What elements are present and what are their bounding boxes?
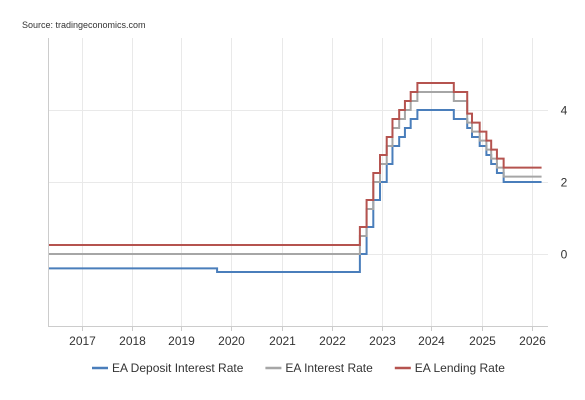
source-label: Source: tradingeconomics.com (22, 20, 146, 30)
x-tick-label-2018: 2018 (119, 334, 146, 348)
y-tick-label-2: 2 (561, 176, 568, 190)
series-line-1 (48, 109, 542, 273)
grid (48, 38, 548, 326)
x-tick-label-2026: 2026 (519, 334, 546, 348)
series-line-3 (48, 82, 542, 246)
y-tick-label-0: 0 (561, 248, 568, 262)
x-tick-label-2022: 2022 (319, 334, 346, 348)
series-line-2 (48, 91, 542, 255)
legend-label-2[interactable]: EA Interest Rate (285, 361, 373, 375)
axes: 2017 2018 2019 2020 2021 2022 2023 2024 2025 2026… (48, 38, 568, 348)
legend: EA Deposit Interest Rate EA Interest Rate… (92, 361, 505, 375)
x-tick-label-2023: 2023 (369, 334, 396, 348)
legend-label-1[interactable]: EA Deposit Interest Rate (112, 361, 244, 375)
x-tick-label-2017: 2017 (69, 334, 96, 348)
legend-label-3[interactable]: EA Lending Rate (415, 361, 505, 375)
x-tick-label-2021: 2021 (269, 334, 296, 348)
x-tick-label-2019: 2019 (168, 334, 195, 348)
x-tick-label-2020: 2020 (218, 334, 245, 348)
x-tick-label-2025: 2025 (469, 334, 496, 348)
x-tick-label-2024: 2024 (418, 334, 445, 348)
y-tick-label-4: 4 (561, 104, 568, 118)
series-lines (48, 82, 542, 273)
